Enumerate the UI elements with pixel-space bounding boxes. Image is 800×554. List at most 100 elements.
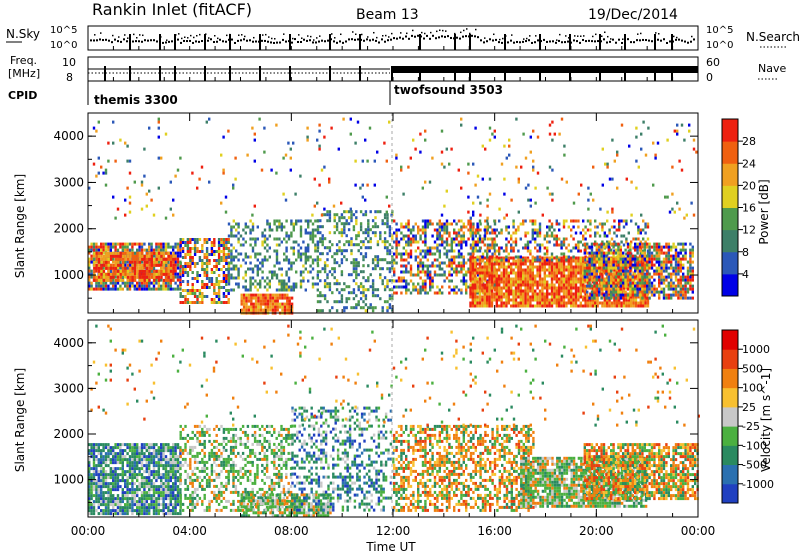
power-cell	[524, 262, 527, 266]
power-cell	[558, 301, 561, 305]
power-cell	[88, 245, 91, 249]
power-cell	[140, 260, 144, 264]
power-cell	[109, 254, 113, 258]
power-cell	[393, 240, 396, 244]
power-cell	[536, 298, 539, 302]
power-cell	[140, 245, 144, 249]
power-cell	[155, 269, 158, 273]
power-cell	[172, 260, 175, 264]
power-cell	[493, 286, 496, 290]
power-cell	[490, 295, 494, 299]
power-cell	[471, 249, 474, 253]
power-cell	[662, 287, 666, 291]
noise-sky-point	[378, 41, 380, 44]
power-cell	[97, 251, 101, 255]
power-cell	[116, 248, 120, 252]
power-cell	[553, 298, 556, 302]
power-cell	[602, 242, 606, 246]
power-cell	[140, 248, 144, 252]
power-cell	[490, 259, 494, 263]
noise-sky-point	[234, 41, 236, 44]
power-cell	[395, 222, 398, 226]
power-cell	[526, 271, 530, 275]
power-cell	[469, 271, 472, 275]
power-cell	[167, 287, 170, 291]
power-cell	[536, 304, 539, 308]
noise-search-point	[214, 35, 216, 37]
power-cell	[88, 278, 91, 282]
power-cell	[450, 243, 453, 247]
power-cell	[632, 304, 635, 308]
power-cell	[560, 283, 563, 287]
power-cell	[483, 283, 486, 287]
noise-search-point	[388, 36, 390, 38]
power-cell	[617, 281, 620, 285]
power-cell	[174, 275, 177, 279]
power-cell	[570, 286, 573, 290]
power-cell	[637, 268, 640, 272]
power-cell	[610, 296, 613, 300]
power-cell	[412, 288, 415, 292]
power-cell	[131, 248, 134, 252]
power-cell	[620, 234, 623, 238]
power-cell	[309, 234, 312, 238]
power-cell	[227, 276, 231, 280]
power-cell	[196, 280, 199, 283]
power-cell	[665, 293, 668, 297]
power-cell	[670, 296, 673, 300]
power-cell	[644, 268, 647, 272]
freq-left-tick-bottom: 8	[66, 71, 73, 84]
power-cell	[107, 242, 110, 246]
power-cell	[594, 255, 597, 259]
power-cell	[215, 250, 218, 253]
power-cell	[328, 270, 332, 274]
power-cell	[558, 292, 561, 296]
power-cell	[653, 290, 656, 294]
power-cell	[249, 255, 252, 259]
power-cell	[252, 305, 255, 309]
power-cell	[665, 278, 668, 282]
power-cell	[538, 268, 542, 272]
power-cell	[97, 278, 101, 282]
power-cell	[567, 286, 570, 290]
power-cell	[471, 298, 474, 302]
power-cell	[302, 276, 305, 280]
power-cell	[266, 276, 269, 280]
power-cell	[405, 222, 408, 226]
power-cell	[565, 304, 568, 308]
power-cell	[642, 301, 645, 305]
power-cell	[364, 303, 368, 307]
power-cell	[558, 258, 561, 262]
freq-marks	[88, 66, 698, 81]
power-cell	[660, 245, 663, 249]
power-cell	[107, 260, 110, 264]
power-cell	[460, 255, 463, 259]
power-cell	[107, 257, 110, 261]
power-cell	[577, 271, 580, 275]
power-cell	[143, 263, 146, 267]
power-cell	[577, 246, 580, 250]
power-cell	[429, 282, 432, 286]
power-cell	[484, 249, 487, 253]
noise-sky-point	[552, 40, 554, 43]
power-cell	[460, 252, 463, 256]
noise-search-point	[142, 34, 144, 37]
power-cell	[531, 277, 534, 281]
power-cell	[355, 243, 358, 247]
power-cell	[335, 309, 339, 313]
power-cell	[582, 237, 585, 241]
power-cell	[275, 252, 279, 256]
power-cell	[160, 242, 163, 246]
power-cell	[97, 257, 101, 261]
noise-sky-point	[381, 38, 383, 41]
power-cell	[586, 272, 589, 276]
power-cell	[591, 301, 594, 305]
power-cell	[100, 278, 103, 282]
power-cell	[345, 219, 348, 223]
power-cell	[562, 268, 566, 272]
power-cell	[393, 261, 396, 265]
power-cell	[481, 295, 484, 299]
power-cell	[266, 258, 269, 262]
power-cell	[252, 302, 255, 306]
power-cell	[519, 301, 522, 305]
